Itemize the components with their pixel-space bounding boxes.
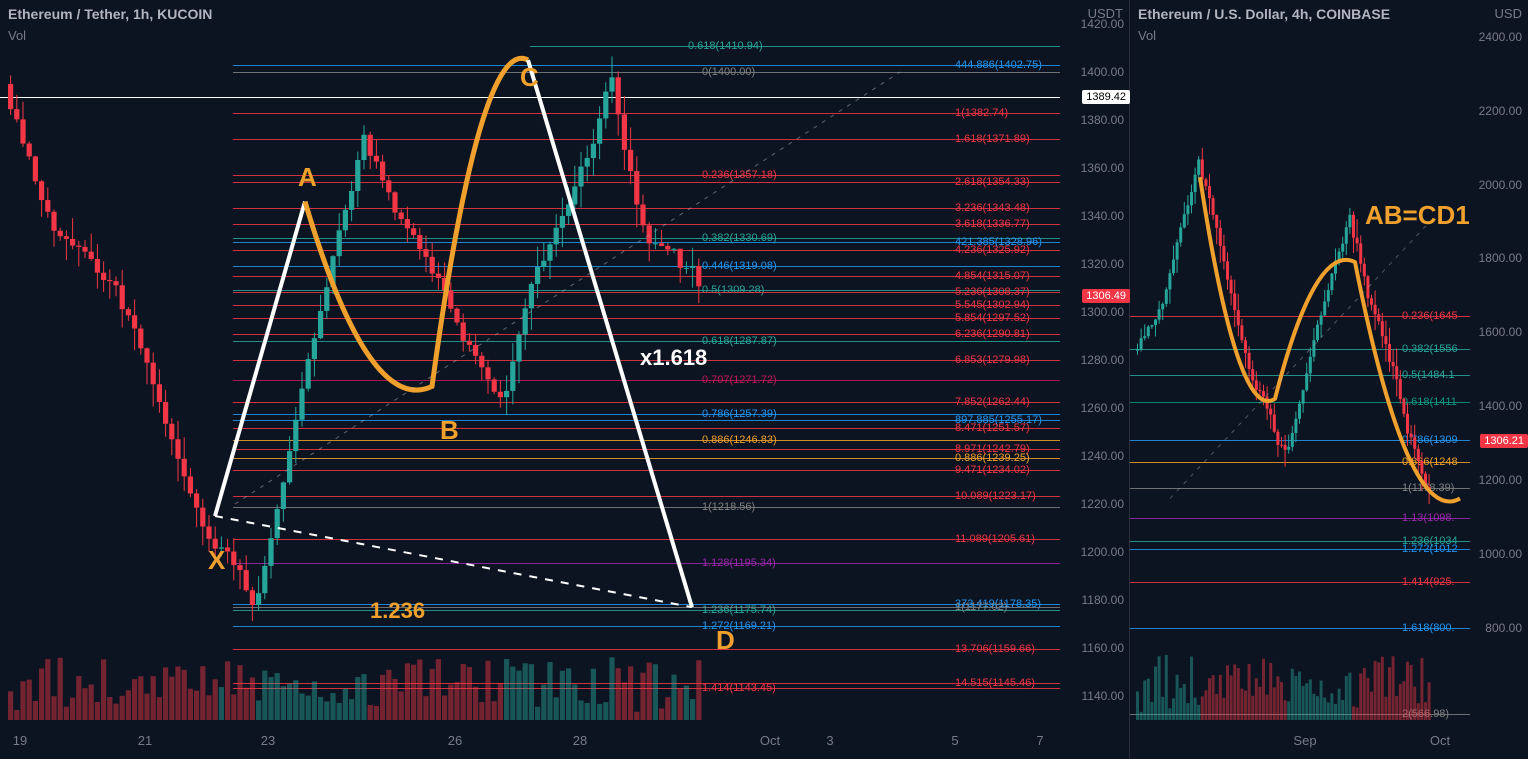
left-chart-pane[interactable]: Ethereum / Tether, 1h, KUCOIN Vol USDT 0… <box>0 0 1130 759</box>
right-chart-pane[interactable]: Ethereum / U.S. Dollar, 4h, COINBASE Vol… <box>1130 0 1528 759</box>
left-chart-title: Ethereum / Tether, 1h, KUCOIN <box>8 6 212 22</box>
right-axis-unit: USD <box>1495 6 1522 21</box>
left-vol-label: Vol <box>8 28 26 43</box>
right-svg-overlay <box>1130 0 1470 720</box>
right-plot-area[interactable]: 0.236(16450.382(15560.5(1484.10.618(1411… <box>1130 0 1470 720</box>
right-chart-title: Ethereum / U.S. Dollar, 4h, COINBASE <box>1138 6 1390 22</box>
left-y-axis[interactable]: 1140.001160.001180.001200.001220.001240.… <box>1060 0 1130 720</box>
chart-container: Ethereum / Tether, 1h, KUCOIN Vol USDT 0… <box>0 0 1528 759</box>
right-y-axis[interactable]: 800.001000.001200.001400.001600.001800.0… <box>1470 0 1528 720</box>
right-vol-label: Vol <box>1138 28 1156 43</box>
left-plot-area[interactable]: 0.618(1410.94)0(1400.00)0.236(1357.18)0.… <box>0 0 1060 720</box>
left-axis-unit: USDT <box>1088 6 1123 21</box>
right-x-axis[interactable]: SepOct <box>1130 720 1470 758</box>
left-x-axis[interactable]: 1921232628Oct357 <box>0 720 1060 758</box>
